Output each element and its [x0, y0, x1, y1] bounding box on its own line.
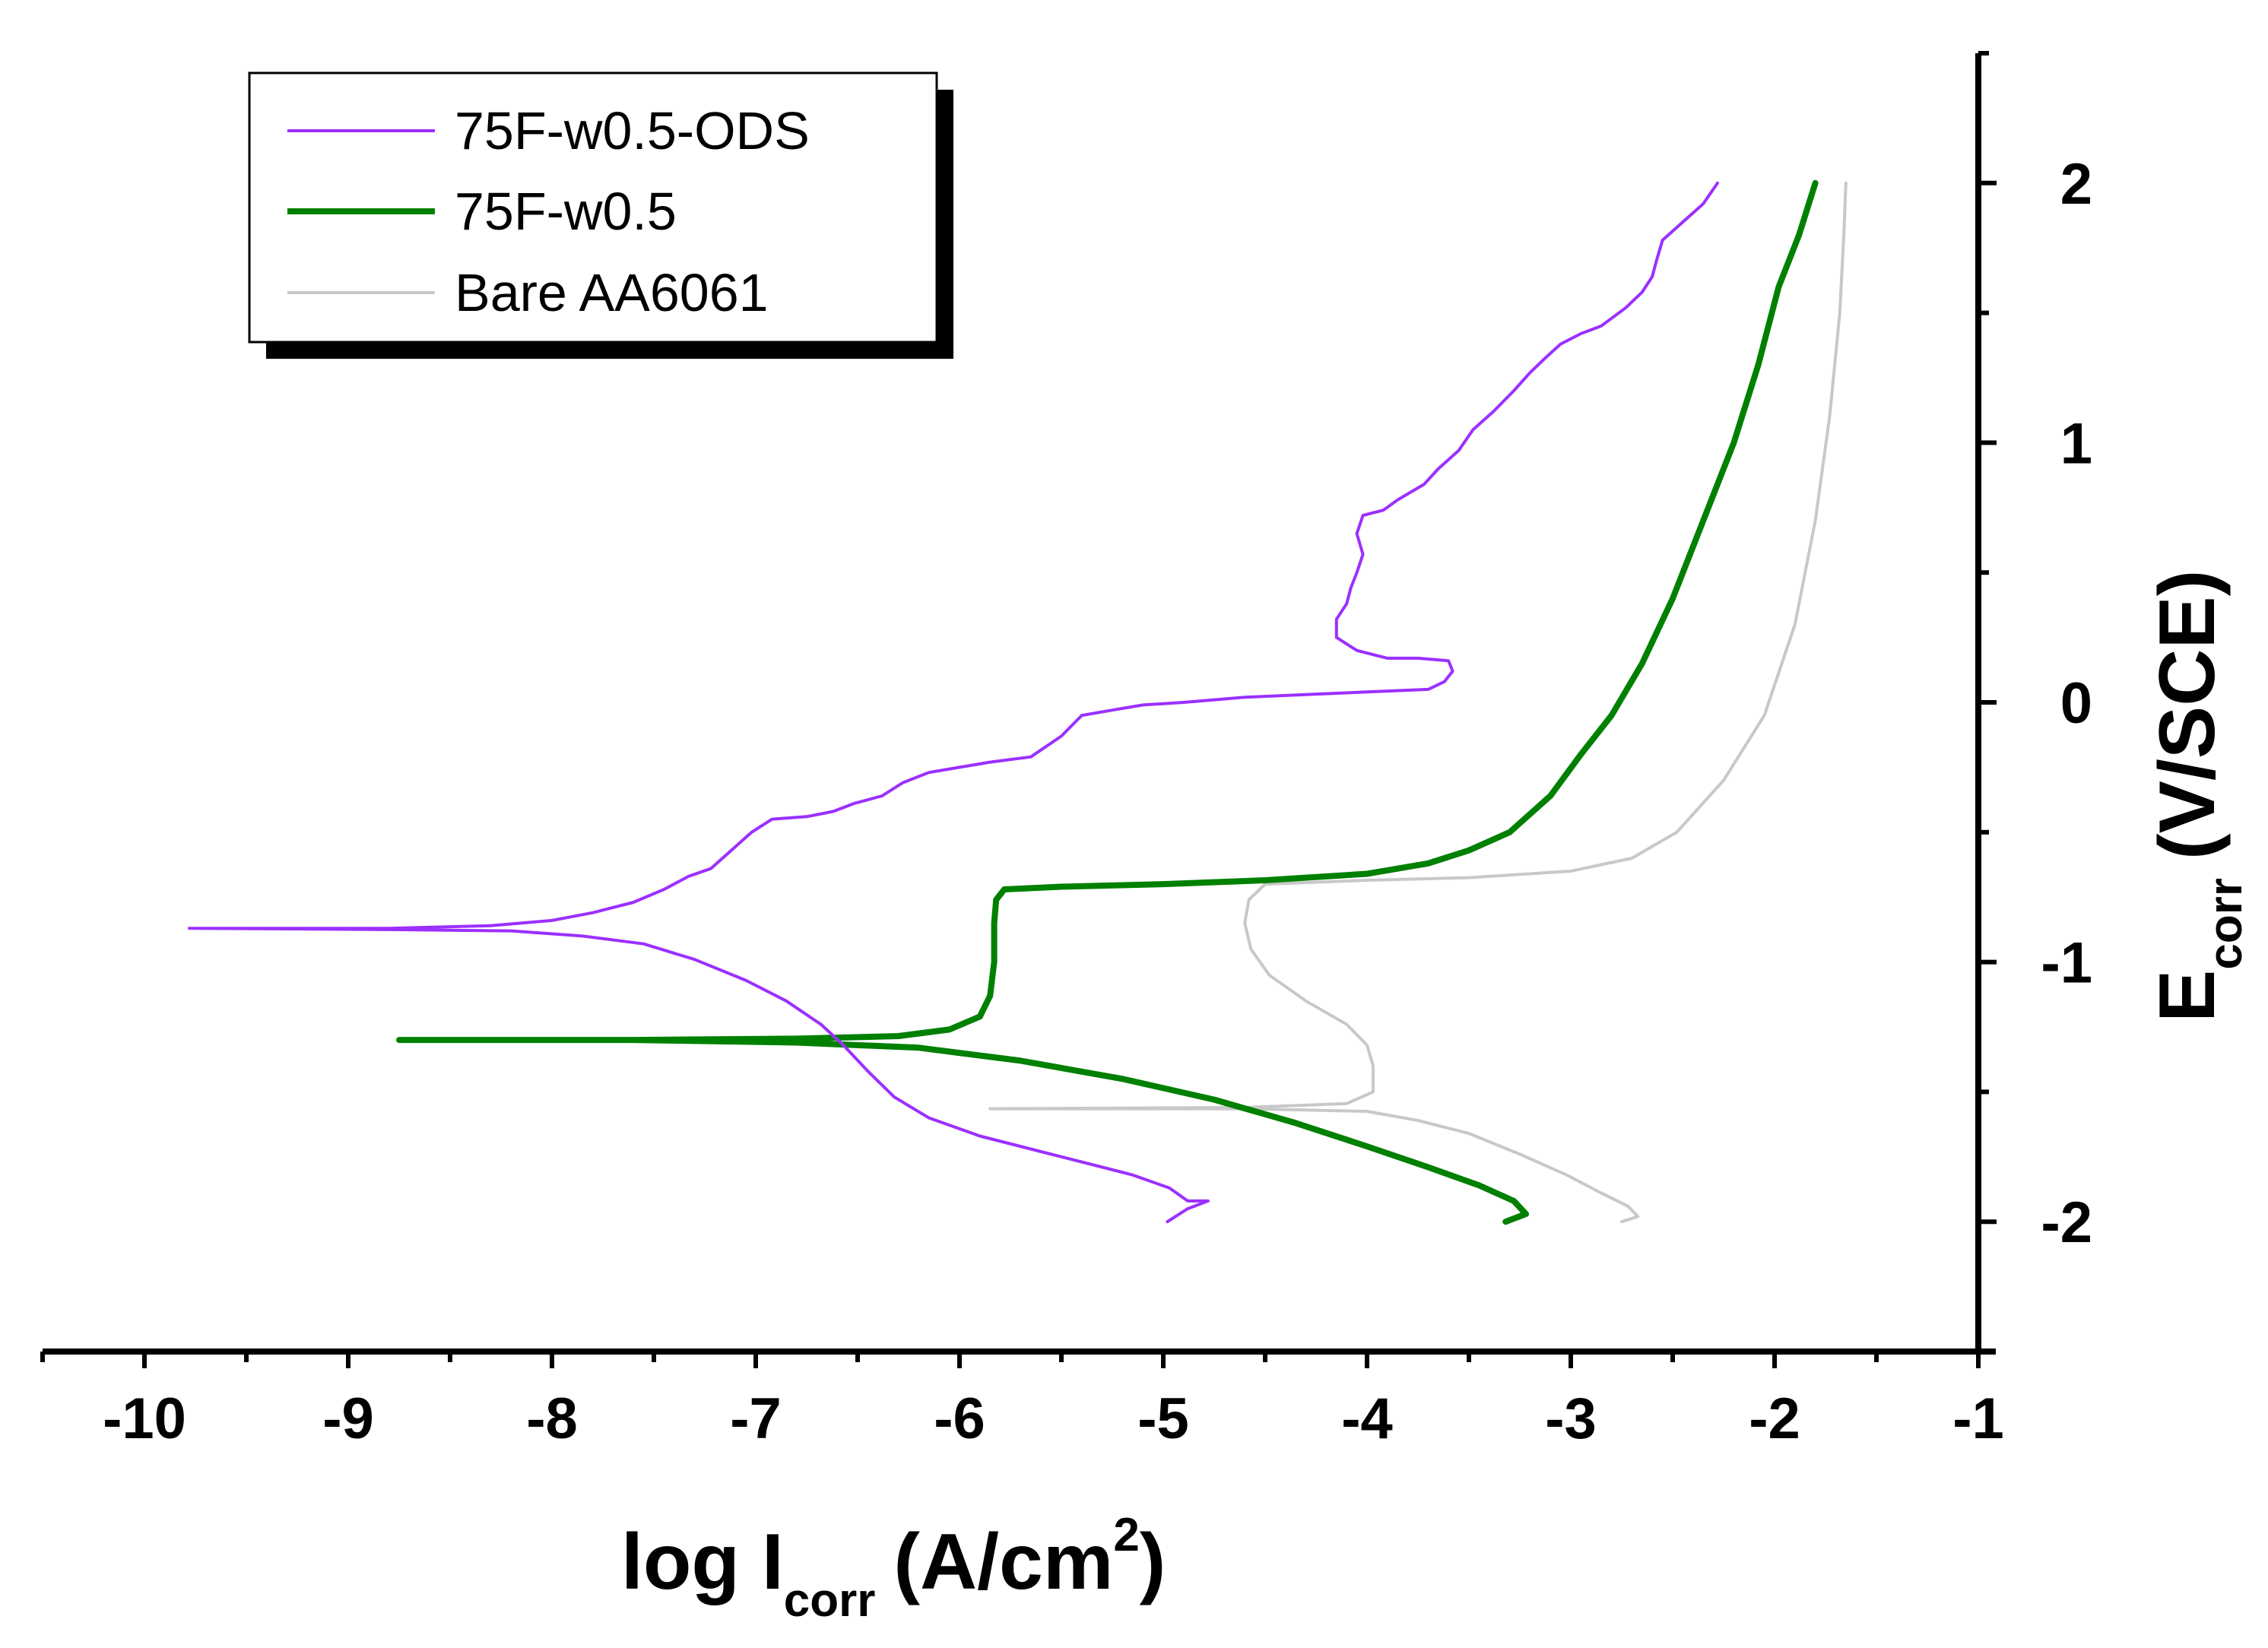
y-axis-title: Ecorr (V/SCE) [2143, 570, 2252, 1022]
y-axis-title-units: (V/SCE) [2143, 570, 2232, 860]
x-axis-title-sup: 2 [1113, 1509, 1139, 1561]
x-tick-label: -2 [1749, 1387, 1800, 1451]
series-lines [188, 179, 1848, 1225]
legend-label-0: 75F-w0.5-ODS [455, 101, 810, 160]
x-tick-label: -1 [1952, 1387, 2004, 1451]
y-tick-label: -1 [2041, 931, 2092, 996]
x-tick-label: -3 [1545, 1387, 1597, 1451]
x-tick-label: -5 [1137, 1387, 1189, 1451]
legend: 75F-w0.5-ODS 75F-w0.5 Bare AA6061 [248, 71, 953, 359]
x-axis-title-units: (A/cm [893, 1518, 1113, 1606]
series-line-1 [396, 179, 1819, 1225]
x-axis-title-close: ) [1140, 1518, 1166, 1606]
legend-label-2: Bare AA6061 [455, 263, 769, 322]
y-tick-label: 1 [2060, 411, 2092, 476]
x-axis-title-sub: corr [784, 1574, 876, 1627]
x-tick-label: -8 [526, 1387, 578, 1451]
x-axis-title-main: log I [621, 1518, 784, 1606]
y-axis-title-sub: corr [2200, 878, 2252, 970]
x-tick-label: -7 [730, 1387, 782, 1451]
x-tick-label: -9 [322, 1387, 374, 1451]
y-tick-label: 0 [2060, 671, 2092, 736]
legend-label-1: 75F-w0.5 [455, 182, 677, 241]
y-axis-title-main: E [2143, 970, 2232, 1022]
x-axis-title: log Icorr (A/cm2) [621, 1509, 1166, 1627]
series-line-0 [188, 181, 1719, 1224]
x-tick-label: -6 [934, 1387, 985, 1451]
x-tick-label: -4 [1341, 1387, 1393, 1451]
series-line-2 [988, 181, 1848, 1224]
x-ticks: -10 -9 -8 -7 -6 -5 -4 -3 -2 -1 [40, 1352, 2004, 1451]
y-tick-label: 2 [2060, 152, 2092, 217]
y-tick-label: -2 [2041, 1190, 2092, 1255]
y-ticks: -2 -1 0 1 2 [1978, 51, 2092, 1354]
x-tick-label: -10 [103, 1387, 186, 1451]
legend-box [248, 71, 938, 344]
